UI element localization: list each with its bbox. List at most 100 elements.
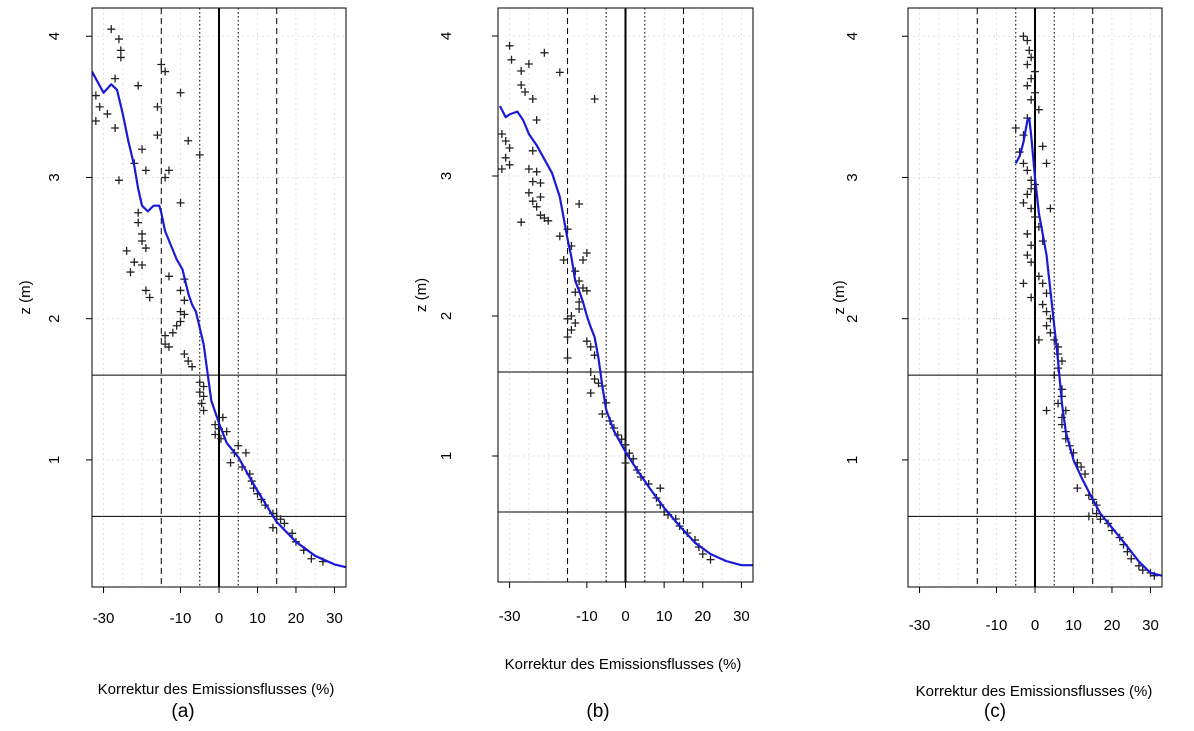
data-point bbox=[1027, 293, 1036, 302]
data-point bbox=[307, 554, 316, 563]
data-point bbox=[517, 67, 526, 75]
data-point bbox=[555, 232, 564, 241]
data-point bbox=[1023, 229, 1032, 238]
data-point bbox=[130, 258, 139, 267]
data-point bbox=[1084, 512, 1093, 521]
data-point bbox=[161, 67, 170, 76]
data-point bbox=[656, 484, 665, 493]
data-point bbox=[501, 153, 510, 162]
data-point bbox=[528, 177, 537, 186]
x-tick-label: -30 bbox=[909, 617, 931, 634]
chart-svg-b: -30 -10 0 10 20 30 1 2 3 4 z (m) Korrektur des Emis… bbox=[413, 7, 754, 722]
data-point bbox=[176, 286, 185, 295]
y-axis-label: z (m) bbox=[831, 280, 848, 314]
x-tick-label: 30 bbox=[326, 610, 343, 627]
x-tick-label: -30 bbox=[93, 610, 115, 627]
data-point bbox=[216, 434, 225, 443]
data-point bbox=[288, 529, 297, 538]
y-tick-label: 1 bbox=[844, 456, 861, 464]
data-point bbox=[571, 319, 580, 327]
data-point bbox=[197, 399, 206, 408]
x-tick-label: 20 bbox=[1104, 617, 1121, 634]
data-point bbox=[195, 388, 204, 397]
data-point bbox=[95, 102, 104, 111]
data-point bbox=[698, 550, 707, 558]
data-point bbox=[138, 237, 147, 246]
data-point bbox=[1096, 515, 1105, 524]
data-point bbox=[195, 150, 204, 159]
data-point bbox=[524, 188, 533, 197]
data-point bbox=[122, 246, 131, 255]
data-point bbox=[1042, 307, 1051, 316]
data-point bbox=[1031, 213, 1039, 222]
data-point bbox=[1038, 279, 1047, 288]
data-point bbox=[1027, 204, 1036, 213]
x-tick-label: 20 bbox=[288, 610, 305, 627]
chart-svg-a: -30 -10 0 10 20 30 1 2 3 4 z (m) Korrektur des Emis… bbox=[17, 7, 347, 722]
smooth-line-a bbox=[92, 71, 346, 569]
data-point bbox=[116, 46, 125, 55]
data-point bbox=[1027, 258, 1036, 267]
data-point bbox=[582, 337, 591, 346]
data-point bbox=[575, 277, 584, 285]
data-point bbox=[114, 176, 123, 185]
data-point bbox=[621, 459, 630, 467]
data-point bbox=[153, 131, 162, 140]
data-point bbox=[1034, 335, 1043, 344]
data-point bbox=[517, 81, 526, 89]
data-point bbox=[176, 88, 185, 97]
data-point bbox=[507, 55, 516, 64]
points-c bbox=[1011, 32, 1159, 580]
data-point bbox=[498, 165, 506, 173]
data-point bbox=[241, 448, 250, 457]
data-point bbox=[134, 208, 143, 217]
data-point bbox=[1027, 184, 1036, 193]
data-point bbox=[1031, 88, 1039, 97]
data-point bbox=[1046, 328, 1055, 337]
data-point bbox=[532, 202, 541, 211]
data-point bbox=[1023, 60, 1032, 69]
data-point bbox=[1019, 198, 1028, 207]
data-point bbox=[706, 555, 715, 564]
y-tick-label: 2 bbox=[46, 315, 63, 323]
data-point bbox=[1077, 462, 1086, 471]
data-point bbox=[1054, 342, 1063, 351]
smooth-line-c bbox=[1014, 117, 1162, 577]
data-point bbox=[157, 60, 166, 69]
data-point bbox=[153, 102, 162, 111]
data-point bbox=[575, 305, 584, 313]
data-point bbox=[563, 333, 572, 341]
y-axis-label: z (m) bbox=[413, 278, 430, 312]
data-point bbox=[176, 198, 185, 207]
data-point bbox=[582, 286, 591, 295]
data-point bbox=[218, 413, 227, 422]
data-point bbox=[1027, 74, 1036, 83]
data-point bbox=[1023, 81, 1032, 90]
data-point bbox=[1023, 166, 1032, 175]
data-point bbox=[501, 137, 510, 145]
data-point bbox=[1038, 300, 1047, 309]
data-point bbox=[536, 193, 545, 201]
data-point bbox=[184, 136, 193, 145]
data-point bbox=[141, 166, 150, 175]
data-point bbox=[579, 256, 587, 264]
data-point bbox=[184, 357, 193, 366]
data-point bbox=[1027, 53, 1036, 62]
data-point bbox=[532, 167, 541, 176]
data-point bbox=[590, 375, 599, 383]
x-axis-label: Korrektur des Emissionsflusses (%) bbox=[98, 681, 335, 698]
data-point bbox=[1042, 321, 1051, 330]
data-point bbox=[505, 160, 514, 169]
x-tick-label: 10 bbox=[656, 608, 673, 625]
data-point bbox=[145, 293, 154, 302]
data-point bbox=[1027, 241, 1036, 250]
data-point bbox=[114, 35, 123, 44]
y-tick-label: 2 bbox=[844, 315, 861, 323]
data-point bbox=[528, 95, 537, 103]
data-point bbox=[571, 288, 580, 297]
x-tick-label: 10 bbox=[1065, 617, 1082, 634]
panel-label: (a) bbox=[171, 701, 194, 722]
data-point bbox=[138, 145, 147, 154]
data-point bbox=[536, 179, 545, 187]
data-point bbox=[590, 95, 599, 103]
